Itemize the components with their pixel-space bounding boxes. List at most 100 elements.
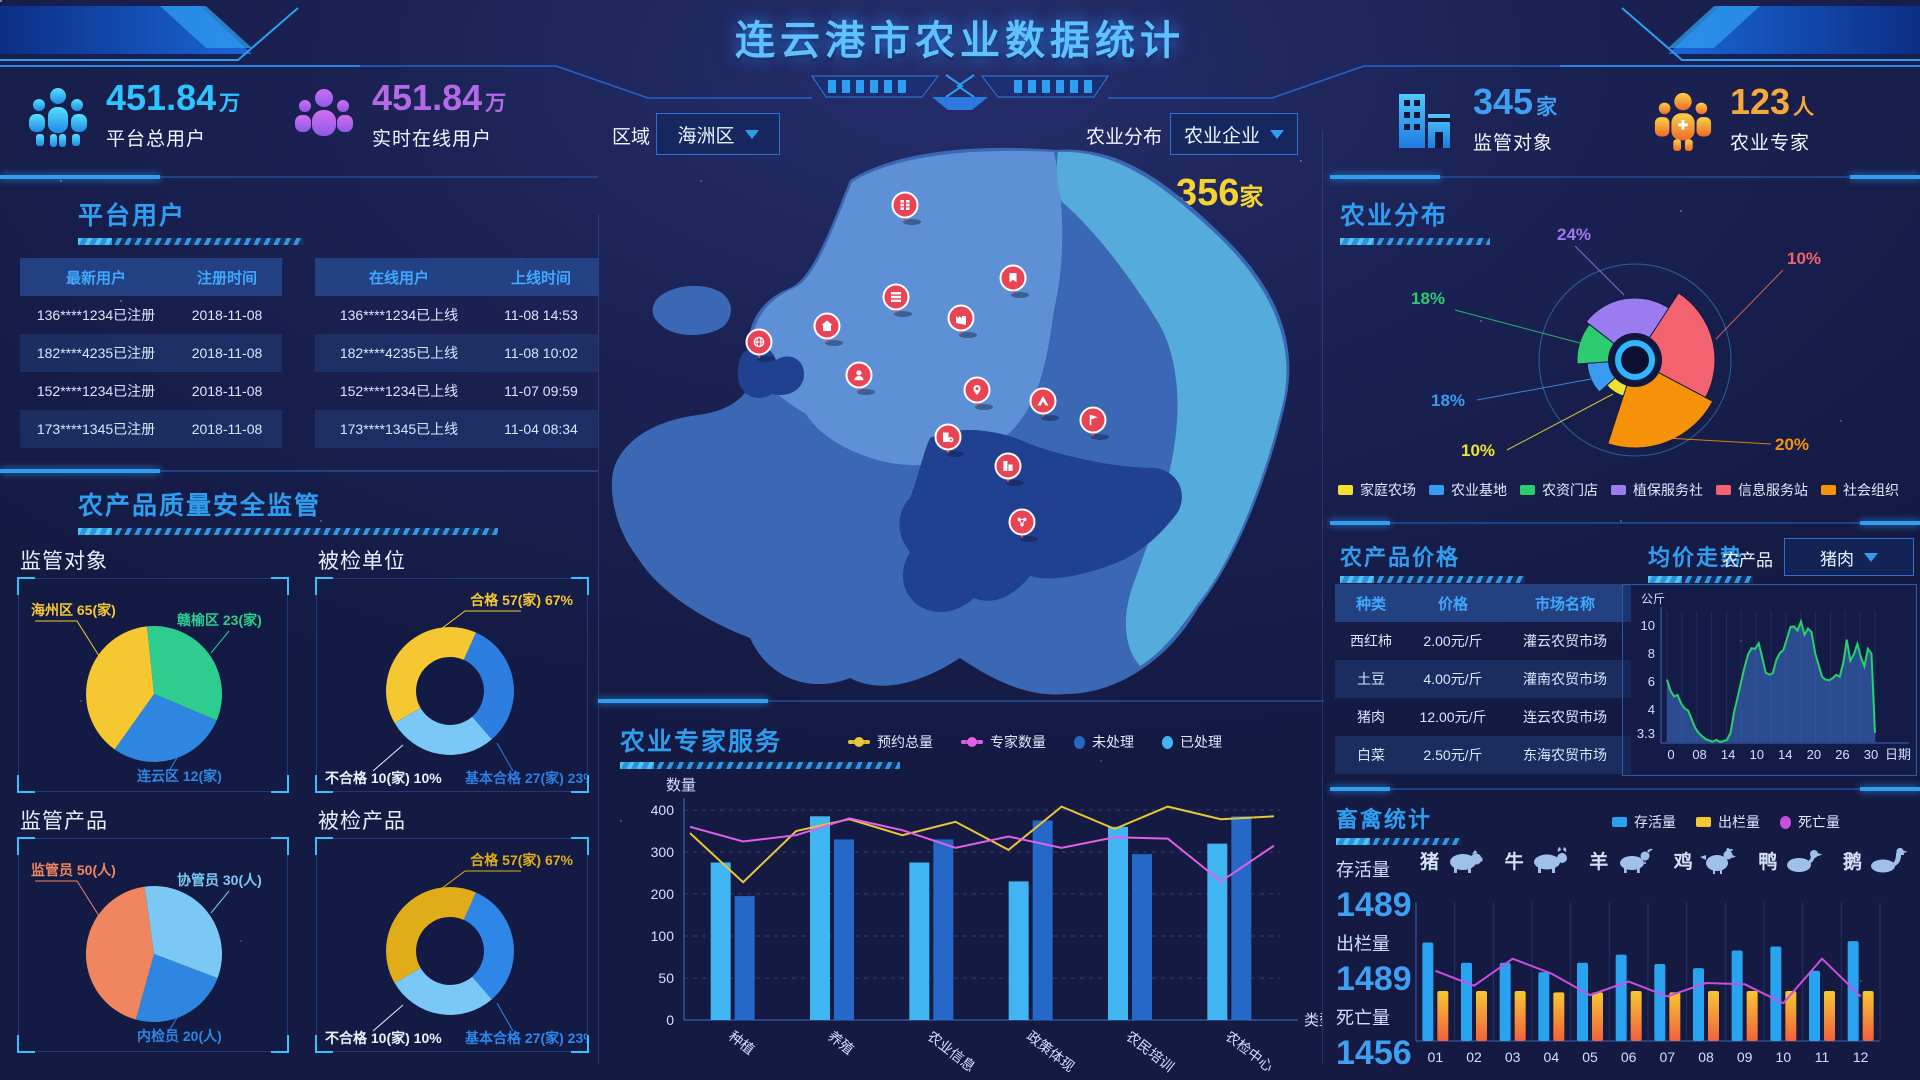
map-pin[interactable]: [994, 452, 1025, 487]
bar-alive: [1809, 970, 1820, 1041]
map-pin[interactable]: [882, 283, 913, 318]
map-pin[interactable]: [963, 376, 994, 411]
animal-filter-cow[interactable]: 牛: [1505, 846, 1572, 874]
divider: [1330, 787, 1920, 791]
animal-filter-chicken[interactable]: 鸡: [1674, 846, 1741, 874]
chart-label: 6: [1648, 674, 1655, 689]
legend-item[interactable]: 预约总量: [848, 732, 933, 752]
line-dead: [1434, 957, 1862, 1005]
nodes-icon: [1017, 517, 1027, 527]
pie-slice: [86, 626, 154, 750]
bar-out: [1708, 991, 1719, 1041]
chart-label: 不合格 10(家) 10%: [325, 770, 442, 786]
stat-unit: 万: [485, 92, 507, 115]
legend-item[interactable]: 农资门店: [1520, 480, 1598, 500]
bar-alive: [1461, 962, 1472, 1041]
stat-total-users: 451.84 万 平台总用户: [26, 80, 240, 151]
bar-alive: [1770, 946, 1782, 1041]
bar-alive: [1499, 962, 1511, 1041]
title-underline: [78, 238, 303, 245]
map-pin[interactable]: [1029, 387, 1060, 422]
legend-item[interactable]: 农业基地: [1429, 480, 1507, 500]
stat-value: 123: [1730, 81, 1791, 122]
x-axis-label: 养殖: [825, 1028, 857, 1058]
animal-selector-row: 猪牛羊鸡鸭鹅: [1420, 846, 1910, 874]
building-icon: [1003, 461, 1013, 471]
bar-alive: [1847, 941, 1859, 1041]
legend-item[interactable]: 专家数量: [961, 732, 1046, 752]
chart-label: 24%: [1557, 225, 1591, 244]
users-group-icon: [295, 88, 353, 136]
map-bay: [899, 430, 1182, 613]
animal-filter-duck[interactable]: 鸭: [1758, 846, 1825, 874]
duck-icon: [1787, 850, 1823, 872]
chart-label: 10%: [1787, 249, 1821, 268]
cow-icon: [1533, 847, 1567, 873]
goose-icon: [1870, 847, 1908, 873]
map-pin[interactable]: [1079, 406, 1110, 441]
legend-item[interactable]: 出栏量: [1696, 812, 1760, 832]
chart-label: 20%: [1775, 435, 1809, 454]
animal-filter-goose[interactable]: 鹅: [1843, 846, 1910, 874]
pie-slice: [394, 968, 492, 1015]
rows-icon: [891, 292, 901, 302]
bar-out: [1824, 991, 1835, 1041]
product-select[interactable]: 猪肉: [1784, 538, 1914, 576]
bar-alive: [1577, 962, 1588, 1041]
chart-label: 08: [1698, 1049, 1714, 1065]
divider: [0, 175, 598, 179]
table-header: 种类 价格 市场名称: [1335, 584, 1631, 622]
table-row: 182****4235已注册 2018-11-08: [20, 334, 282, 372]
legend-item[interactable]: 未处理: [1074, 732, 1134, 752]
legend-item[interactable]: 存活量: [1612, 812, 1676, 832]
legend-item[interactable]: 植保服务社: [1611, 480, 1703, 500]
legend-item[interactable]: 信息服务站: [1716, 480, 1808, 500]
line-series: [689, 817, 1275, 883]
animal-filter-goat[interactable]: 羊: [1589, 846, 1656, 874]
stat-unit: 人: [1793, 96, 1815, 119]
map-pin[interactable]: [947, 304, 978, 339]
bar-unprocessed: [1132, 854, 1152, 1020]
trend-chart-box: 10 8 6 4 3.3 公斤 0 08 14 10 14 20 26 30 日期: [1622, 584, 1917, 776]
stat-value: 1489: [1336, 886, 1412, 924]
product-select-value: 猪肉: [1820, 549, 1854, 569]
header-decoration: [0, 6, 1920, 110]
map-lake: [737, 346, 804, 399]
chart-label: 0: [1667, 747, 1674, 762]
chart-label: 05: [1582, 1049, 1598, 1065]
map-district-coast[interactable]: [1056, 151, 1287, 667]
pie-slice: [146, 626, 223, 721]
map-pin[interactable]: [745, 328, 776, 363]
divider: [0, 469, 598, 473]
bar-alive: [1693, 968, 1704, 1041]
map-pin[interactable]: [1008, 508, 1039, 543]
region-select[interactable]: 海洲区: [656, 113, 780, 155]
bar-unprocessed: [1032, 820, 1053, 1020]
stat-value: 1489: [1336, 960, 1412, 998]
register-table: 最新用户 注册时间 136****1234已注册 2018-11-08 182****4…: [20, 258, 282, 448]
chart-label: 01: [1428, 1049, 1444, 1065]
stat-label: 存活量: [1336, 860, 1390, 880]
distribution-select[interactable]: 农业企业: [1170, 113, 1298, 155]
map-pin[interactable]: [891, 191, 922, 226]
stat-value: 1456: [1336, 1034, 1412, 1072]
map-pin[interactable]: [934, 423, 965, 458]
chart-label: 公斤: [1641, 592, 1665, 606]
chart-label: 08: [1692, 747, 1706, 762]
map-pin[interactable]: [813, 312, 844, 347]
table-row: 西红柿 2.00元/斤 灌云农贸市场: [1350, 633, 1607, 649]
chart-label: 200: [651, 886, 675, 902]
legend-item[interactable]: 死亡量: [1780, 812, 1840, 832]
map-pin[interactable]: [845, 361, 876, 396]
map-pin[interactable]: [999, 264, 1030, 299]
legend-item[interactable]: 家庭农场: [1338, 480, 1416, 500]
pie-slice: [144, 886, 223, 979]
chart-label: 10: [1776, 1049, 1792, 1065]
divider: [1330, 175, 1920, 179]
animal-filter-pig[interactable]: 猪: [1420, 846, 1487, 874]
bar-out: [1746, 991, 1758, 1041]
chart-label: 合格 57(家) 67%: [470, 592, 573, 608]
legend-item[interactable]: 社会组织: [1821, 480, 1899, 500]
legend-item[interactable]: 已处理: [1162, 732, 1222, 752]
